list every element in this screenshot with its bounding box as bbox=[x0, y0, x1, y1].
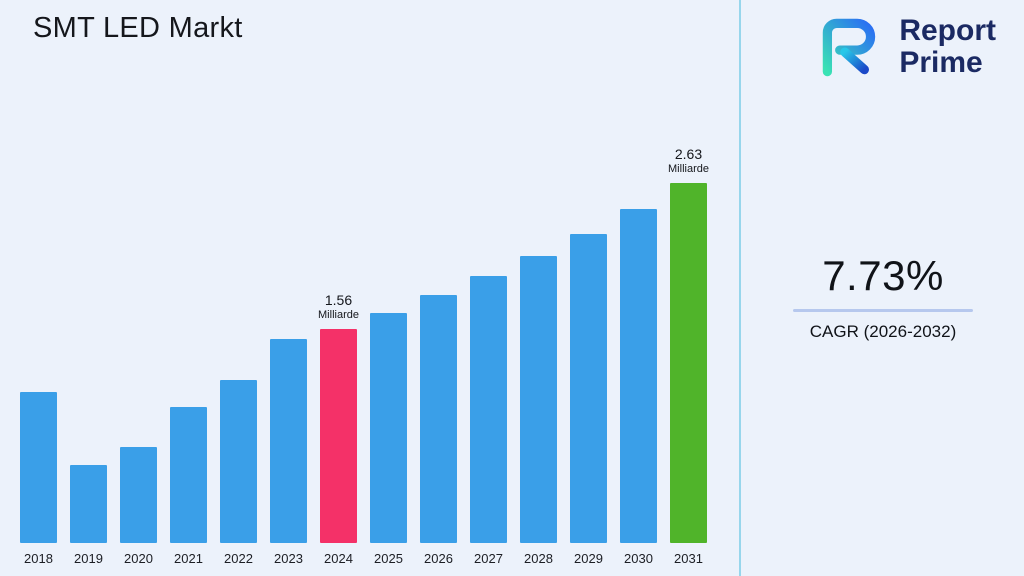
year-label-2022: 2022 bbox=[224, 551, 253, 566]
year-label-2029: 2029 bbox=[574, 551, 603, 566]
bar-group-2031: 2.63 Milliarde 2031 bbox=[668, 146, 709, 566]
bar-2021 bbox=[170, 407, 207, 543]
year-label-2030: 2030 bbox=[624, 551, 653, 566]
bar-annotation-2024: 1.56 Milliarde bbox=[318, 292, 359, 323]
bar-2029 bbox=[570, 234, 607, 543]
bar-group-2018: 2018 bbox=[20, 392, 57, 566]
report-prime-logo: Report Prime bbox=[811, 10, 996, 84]
year-label-2028: 2028 bbox=[524, 551, 553, 566]
bar-2027 bbox=[470, 276, 507, 543]
bar-2023 bbox=[270, 339, 307, 543]
year-label-2031: 2031 bbox=[674, 551, 703, 566]
bar-2022 bbox=[220, 380, 257, 543]
bar-group-2020: 2020 bbox=[120, 447, 157, 566]
page-title: SMT LED Markt bbox=[33, 12, 243, 44]
cagr-underline bbox=[793, 309, 973, 312]
year-label-2024: 2024 bbox=[324, 551, 353, 566]
bar-2028 bbox=[520, 256, 557, 543]
bar-group-2019: 2019 bbox=[70, 465, 107, 566]
annotation-value: 2.63 bbox=[674, 145, 703, 162]
annotation-unit: Milliarde bbox=[668, 163, 709, 176]
year-label-2020: 2020 bbox=[124, 551, 153, 566]
bar-group-2026: 2026 bbox=[420, 295, 457, 566]
bar-2031 bbox=[670, 183, 707, 543]
bar-group-2024: 1.56 Milliarde 2024 bbox=[318, 292, 359, 566]
vertical-divider bbox=[739, 0, 741, 576]
bar-group-2021: 2021 bbox=[170, 407, 207, 566]
logo-text-line2: Prime bbox=[899, 46, 983, 79]
bar-group-2030: 2030 bbox=[620, 209, 657, 566]
report-prime-logo-icon bbox=[823, 18, 876, 77]
bar-2019 bbox=[70, 465, 107, 543]
year-label-2025: 2025 bbox=[374, 551, 403, 566]
year-label-2026: 2026 bbox=[424, 551, 453, 566]
report-prime-logo-text: Report Prime bbox=[899, 13, 996, 79]
bar-chart: 2018 2019 2020 2021 2022 2023 1.56 Milliarde 202… bbox=[20, 146, 709, 566]
annotation-unit: Milliarde bbox=[318, 309, 359, 322]
bar-annotation-2031: 2.63 Milliarde bbox=[668, 146, 709, 177]
bar-2030 bbox=[620, 209, 657, 543]
bar-group-2023: 2023 bbox=[270, 339, 307, 566]
bar-group-2025: 2025 bbox=[370, 313, 407, 566]
year-label-2019: 2019 bbox=[74, 551, 103, 566]
bar-2018 bbox=[20, 392, 57, 543]
logo-text-line1: Report bbox=[899, 13, 996, 47]
bar-2020 bbox=[120, 447, 157, 543]
annotation-value: 1.56 bbox=[324, 291, 353, 308]
year-label-2018: 2018 bbox=[24, 551, 53, 566]
bar-2026 bbox=[420, 295, 457, 543]
cagr-block: 7.73% CAGR (2026-2032) bbox=[752, 252, 1014, 342]
cagr-value: 7.73% bbox=[822, 252, 944, 299]
bar-group-2022: 2022 bbox=[220, 380, 257, 566]
bar-group-2028: 2028 bbox=[520, 256, 557, 566]
year-label-2023: 2023 bbox=[274, 551, 303, 566]
bar-group-2029: 2029 bbox=[570, 234, 607, 566]
bar-2024 bbox=[320, 329, 357, 543]
cagr-label: CAGR (2026-2032) bbox=[809, 322, 957, 341]
bar-group-2027: 2027 bbox=[470, 276, 507, 566]
year-label-2021: 2021 bbox=[174, 551, 203, 566]
year-label-2027: 2027 bbox=[474, 551, 503, 566]
bar-2025 bbox=[370, 313, 407, 543]
